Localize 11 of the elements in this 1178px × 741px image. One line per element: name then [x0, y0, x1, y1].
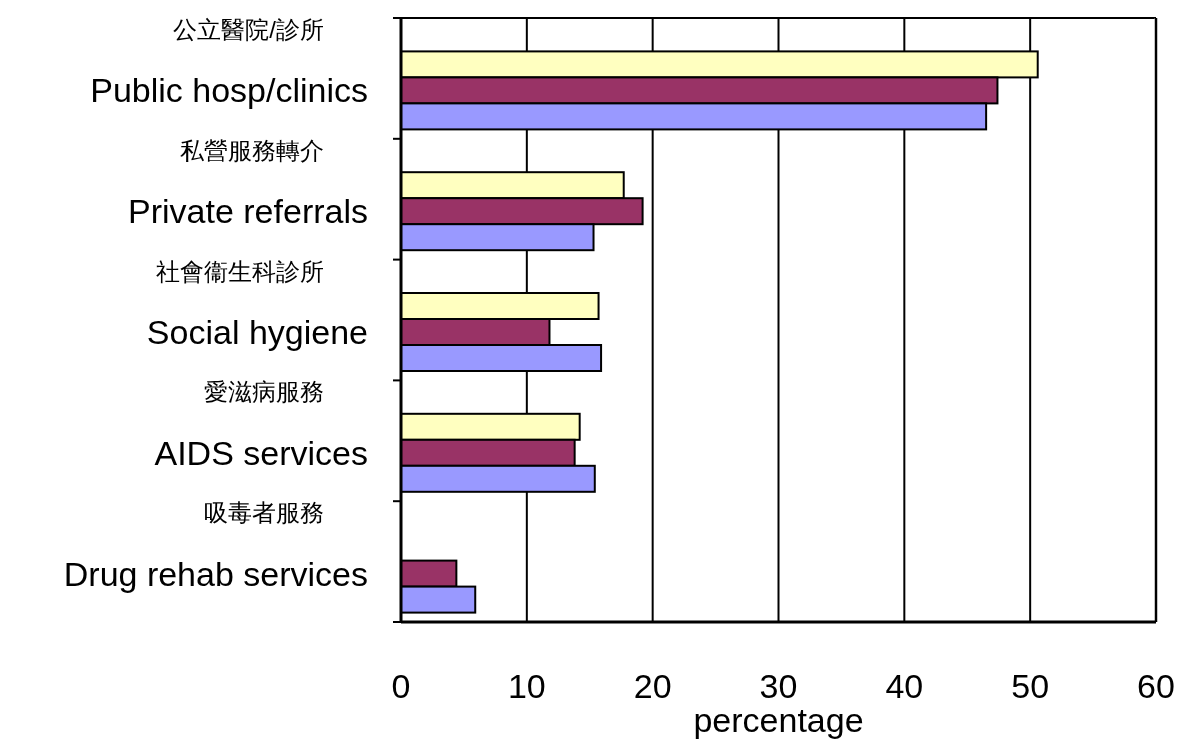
y-tick-label: 公立醫院/診所 Public hosp/clinics [90, 16, 368, 110]
y-tick-label: 吸毒者服務 Drug rehab services [63, 499, 368, 593]
y-tick-label: 愛滋病服務 AIDS services [154, 378, 368, 472]
x-tick-label: 10 [507, 667, 546, 705]
y-tick-label: 社會衞生科診所 Social hygiene [146, 257, 368, 351]
x-tick-label: 60 [1137, 667, 1175, 705]
x-tick-label: 0 [391, 667, 411, 705]
y-tick-label: 私營服務轉介 Private referrals [128, 136, 368, 231]
x-tick-label: 40 [885, 667, 924, 705]
x-tick-label: 50 [1011, 667, 1050, 705]
x-tick-label: 20 [633, 667, 672, 705]
